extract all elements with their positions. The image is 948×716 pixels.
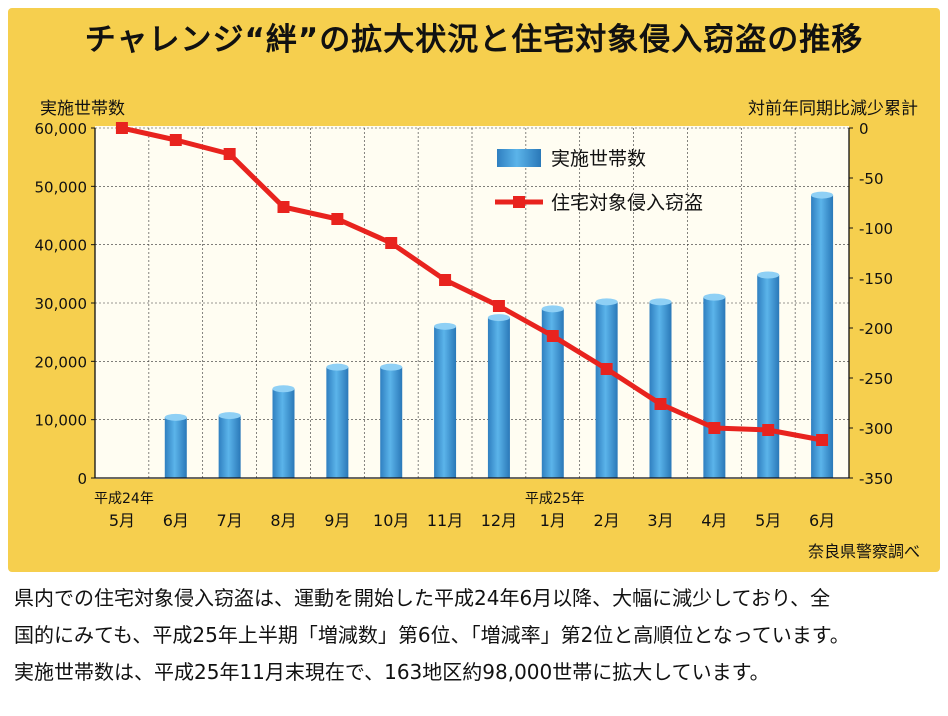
bar <box>757 275 780 478</box>
left-tick-label: 60,000 <box>35 120 88 138</box>
bar-cap <box>811 191 834 199</box>
line-point <box>277 201 290 213</box>
bar-cap <box>703 293 726 301</box>
bar <box>811 195 834 479</box>
right-tick-label: -150 <box>859 270 893 288</box>
bar-cap <box>434 322 457 330</box>
line-point <box>708 422 721 434</box>
x-tick-label: 2月 <box>594 511 620 530</box>
x-tick-label: 5月 <box>755 511 781 530</box>
bar <box>434 326 457 478</box>
x-tick-label: 9月 <box>324 511 350 530</box>
left-tick-label: 20,000 <box>35 353 88 371</box>
x-tick-label: 12月 <box>481 511 517 530</box>
line-point <box>816 434 829 446</box>
right-tick-label: -250 <box>859 370 893 388</box>
legend-line-label: 住宅対象侵入窃盗 <box>551 192 703 214</box>
line-point <box>762 424 775 436</box>
line-point <box>492 300 505 312</box>
x-era-label: 平成24年 <box>94 491 154 507</box>
right-tick-label: -100 <box>859 220 893 238</box>
line-point <box>439 274 452 286</box>
legend-bar-swatch <box>497 149 541 167</box>
left-tick-label: 50,000 <box>35 178 88 196</box>
line-point <box>654 398 667 410</box>
chart-title: チャレンジ“絆”の拡大状況と住宅対象侵入窃盗の推移 <box>84 22 864 58</box>
legend-bar-label: 実施世帯数 <box>551 148 646 170</box>
bar <box>218 415 241 478</box>
bar-cap <box>218 412 241 420</box>
bar-cap <box>164 413 187 421</box>
bar <box>703 297 726 478</box>
x-tick-label: 4月 <box>701 511 727 530</box>
x-era-label: 平成25年 <box>525 491 585 507</box>
caption: 県内での住宅対象侵入窃盗は、運動を開始した平成24年6月以降、大幅に減少しており… <box>14 580 940 691</box>
caption-line-3: 実施世帯数は、平成25年11月末現在で、163地区約98,000世帯に拡大してい… <box>14 660 770 684</box>
source-note: 奈良県警察調べ <box>807 542 920 561</box>
line-point <box>385 237 398 249</box>
x-tick-label: 5月 <box>109 511 135 530</box>
x-tick-label: 6月 <box>809 511 835 530</box>
line-point <box>115 122 128 134</box>
x-tick-label: 1月 <box>540 511 566 530</box>
bar-cap <box>380 363 403 371</box>
bar <box>487 317 510 478</box>
x-tick-label: 3月 <box>647 511 673 530</box>
x-tick-label: 7月 <box>217 511 243 530</box>
x-tick-label: 11月 <box>427 511 463 530</box>
line-point <box>223 148 236 160</box>
line-point <box>169 134 182 146</box>
bar <box>326 367 349 478</box>
left-tick-label: 40,000 <box>35 237 88 255</box>
right-tick-label: -350 <box>859 470 893 488</box>
right-axis-title: 対前年同期比減少累計 <box>748 99 918 119</box>
bar <box>595 301 618 478</box>
right-tick-label: -300 <box>859 420 893 438</box>
bar-cap <box>649 298 672 306</box>
left-tick-label: 10,000 <box>35 412 88 430</box>
bar-cap <box>595 298 618 306</box>
left-axis-title: 実施世帯数 <box>40 99 125 119</box>
caption-line-2: 国的にみても、平成25年上半期「増減数」第6位、「増減率」第2位と高順位となって… <box>14 623 850 647</box>
right-tick-label: 0 <box>859 120 869 138</box>
legend-line-marker <box>513 196 525 208</box>
left-tick-label: 30,000 <box>35 295 88 313</box>
bar-cap <box>757 271 780 279</box>
bar-cap <box>272 385 295 393</box>
line-point <box>331 213 344 225</box>
line-point <box>600 363 613 375</box>
x-tick-label: 8月 <box>270 511 296 530</box>
x-tick-label: 6月 <box>163 511 189 530</box>
bar <box>649 301 672 478</box>
caption-line-1: 県内での住宅対象侵入窃盗は、運動を開始した平成24年6月以降、大幅に減少しており… <box>14 586 831 610</box>
bar-cap <box>541 305 564 313</box>
bar <box>272 388 295 478</box>
x-tick-label: 10月 <box>373 511 409 530</box>
bar <box>541 308 564 478</box>
bar <box>164 417 187 478</box>
right-tick-label: -200 <box>859 320 893 338</box>
line-point <box>546 330 559 342</box>
bar <box>380 367 403 478</box>
bar-cap <box>487 314 510 322</box>
left-tick-label: 0 <box>77 470 87 488</box>
bar-cap <box>326 363 349 371</box>
right-tick-label: -50 <box>859 170 884 188</box>
line-series <box>121 125 823 443</box>
chart-canvas: 0 10,000 20,000 30,000 40,000 50,000 60,000 0 -5… <box>35 120 894 530</box>
